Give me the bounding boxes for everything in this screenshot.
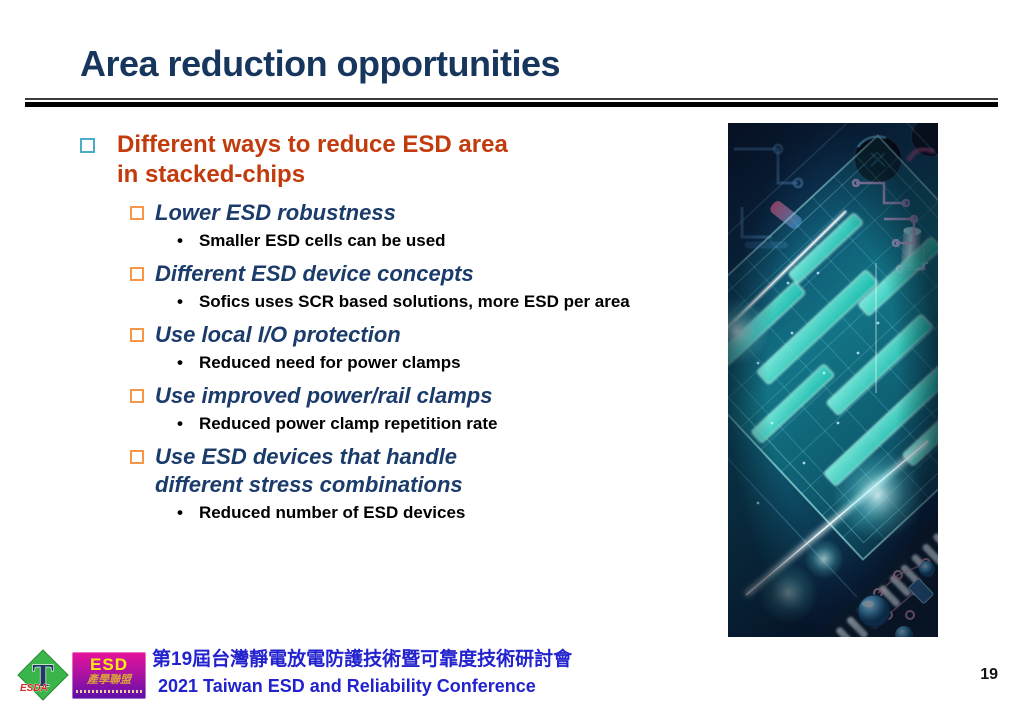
bullet-detail: Reduced power clamp repetition rate xyxy=(198,414,498,433)
list-item: Use ESD devices that handle different st… xyxy=(78,443,708,499)
list-item: • Reduced power clamp repetition rate xyxy=(78,414,708,434)
conference-title-en: 2021 Taiwan ESD and Reliability Conferen… xyxy=(158,676,536,696)
bullet-list: Different ways to reduce ESD area in sta… xyxy=(78,130,708,523)
esda-diamond-icon xyxy=(17,649,69,701)
consortium-logo-title: ESD xyxy=(90,655,128,674)
square-bullet-icon xyxy=(130,267,144,281)
list-item: • Reduced need for power clamps xyxy=(78,353,708,373)
list-item: • Smaller ESD cells can be used xyxy=(78,231,708,251)
bullet-heading: Use local I/O protection xyxy=(155,322,401,347)
page-number: 19 xyxy=(980,666,998,683)
square-bullet-icon xyxy=(130,389,144,403)
list-item: Different ESD device concepts xyxy=(78,260,708,288)
conference-title-zh: 第19屆台灣靜電放電防護技術暨可靠度技術研討會 xyxy=(152,649,573,670)
bullet-main-text: Different ways to reduce ESD area in sta… xyxy=(117,131,508,188)
dot-bullet-icon: • xyxy=(177,414,183,433)
dot-bullet-icon: • xyxy=(177,292,183,311)
list-item: Use local I/O protection xyxy=(78,321,708,349)
dot-bullet-icon: • xyxy=(177,231,183,250)
bullet-detail: Reduced need for power clamps xyxy=(198,353,461,372)
dot-bullet-icon: • xyxy=(177,503,183,522)
esda-logo-letter: T xyxy=(32,657,53,693)
bullet-heading: Use ESD devices that handle different st… xyxy=(155,444,463,497)
esd-consortium-logo: ESD 產學聯盟 xyxy=(72,652,146,699)
bullet-heading: Lower ESD robustness xyxy=(155,200,396,225)
esda-logo-acronym: ESDA xyxy=(20,683,48,694)
consortium-logo-subtitle: 產學聯盟 xyxy=(87,674,131,686)
bullet-heading: Use improved power/rail clamps xyxy=(155,383,493,408)
bullet-heading: Different ESD device concepts xyxy=(155,261,474,286)
square-bullet-icon xyxy=(130,450,144,464)
esda-logo: T ESDA xyxy=(17,649,69,701)
list-item: Different ways to reduce ESD area in sta… xyxy=(78,130,708,190)
title-divider-rule xyxy=(25,98,998,107)
square-bullet-icon xyxy=(130,206,144,220)
list-item: • Reduced number of ESD devices xyxy=(78,503,708,523)
slide-title: Area reduction opportunities xyxy=(80,43,561,84)
dot-bullet-icon: • xyxy=(177,353,183,372)
bullet-detail: Smaller ESD cells can be used xyxy=(198,231,446,250)
list-item: Lower ESD robustness xyxy=(78,199,708,227)
consortium-micro-text-bar xyxy=(76,690,142,693)
square-bullet-icon xyxy=(130,328,144,342)
list-item: • Sofics uses SCR based solutions, more … xyxy=(78,292,708,312)
chip-photo-art xyxy=(728,123,938,637)
circuit-board-chip-image xyxy=(728,123,938,637)
list-item: Use improved power/rail clamps xyxy=(78,382,708,410)
bullet-detail: Reduced number of ESD devices xyxy=(198,503,466,522)
bullet-detail: Sofics uses SCR based solutions, more ES… xyxy=(198,292,630,311)
square-bullet-icon xyxy=(80,138,95,153)
